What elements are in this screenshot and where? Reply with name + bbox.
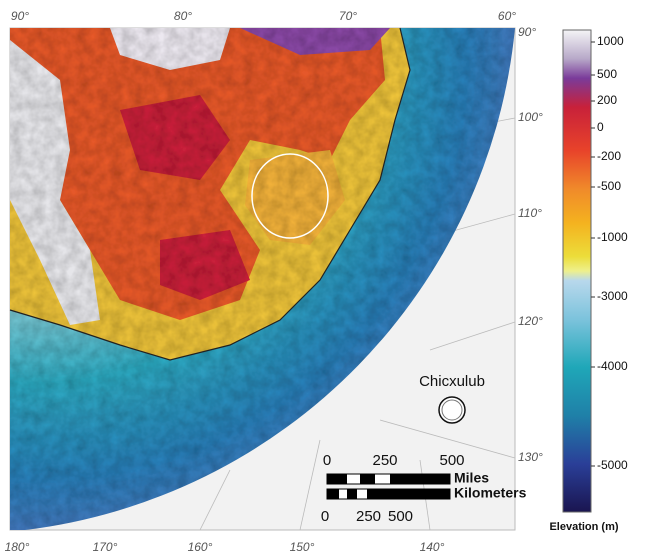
miles-unit: Miles [454,470,489,486]
latitude-label: 120° [518,314,543,328]
scale-tick-label: 250 [372,452,397,469]
miles-segment [327,474,347,484]
miles-segment [360,474,375,484]
colorbar-label: -200 [597,149,621,163]
crater-ring [251,153,329,239]
km-segment [327,489,339,499]
colorbar-label: -3000 [597,289,628,303]
scale-tick-label: 0 [321,508,329,525]
colorbar-label: -5000 [597,458,628,472]
graticule-labels: 90° 80° 70° 60°90°100°110°120°130°180° 170° 1… [5,9,543,554]
colorbar-label: -500 [597,179,621,193]
longitude-label: 180° [5,540,30,554]
colorbar [562,29,592,513]
site-label: Chicxulub [419,373,485,390]
longitude-label: 60° [498,9,516,23]
colorbar-title: Elevation (m) [549,521,618,533]
scale-tick-label: 250 [356,508,381,525]
scale-tick-label: 500 [388,508,413,525]
colorbar-label: 0 [597,120,604,134]
site-symbol [438,396,466,424]
site-symbol-inner [441,399,463,421]
miles-segment [390,474,450,484]
scale-tick-label: 0 [323,452,331,469]
colorbar-label: -1000 [597,230,628,244]
longitude-label: 90° [11,9,29,23]
colorbar-label: 1000 [597,34,624,48]
longitude-label: 160° [188,540,213,554]
latitude-label: 100° [518,110,543,124]
latitude-label: 130° [518,450,543,464]
scale-bar: Miles Kilometers [326,470,527,501]
colorbar-label: -4000 [597,359,628,373]
latitude-label: 110° [518,206,542,220]
longitude-label: 70° [339,9,357,23]
km-segment [367,489,450,499]
colorbar-label: 200 [597,93,617,107]
longitude-label: 80° [174,9,192,23]
map-image [9,27,516,531]
longitude-label: 170° [93,540,118,554]
km-unit: Kilometers [454,485,527,501]
colorbar-label: 500 [597,67,617,81]
longitude-label: 150° [290,540,315,554]
coastline [9,27,411,361]
scale-tick-label: 500 [439,452,464,469]
latitude-label: 90° [518,25,536,39]
km-segment [347,489,357,499]
longitude-label: 140° [420,540,445,554]
